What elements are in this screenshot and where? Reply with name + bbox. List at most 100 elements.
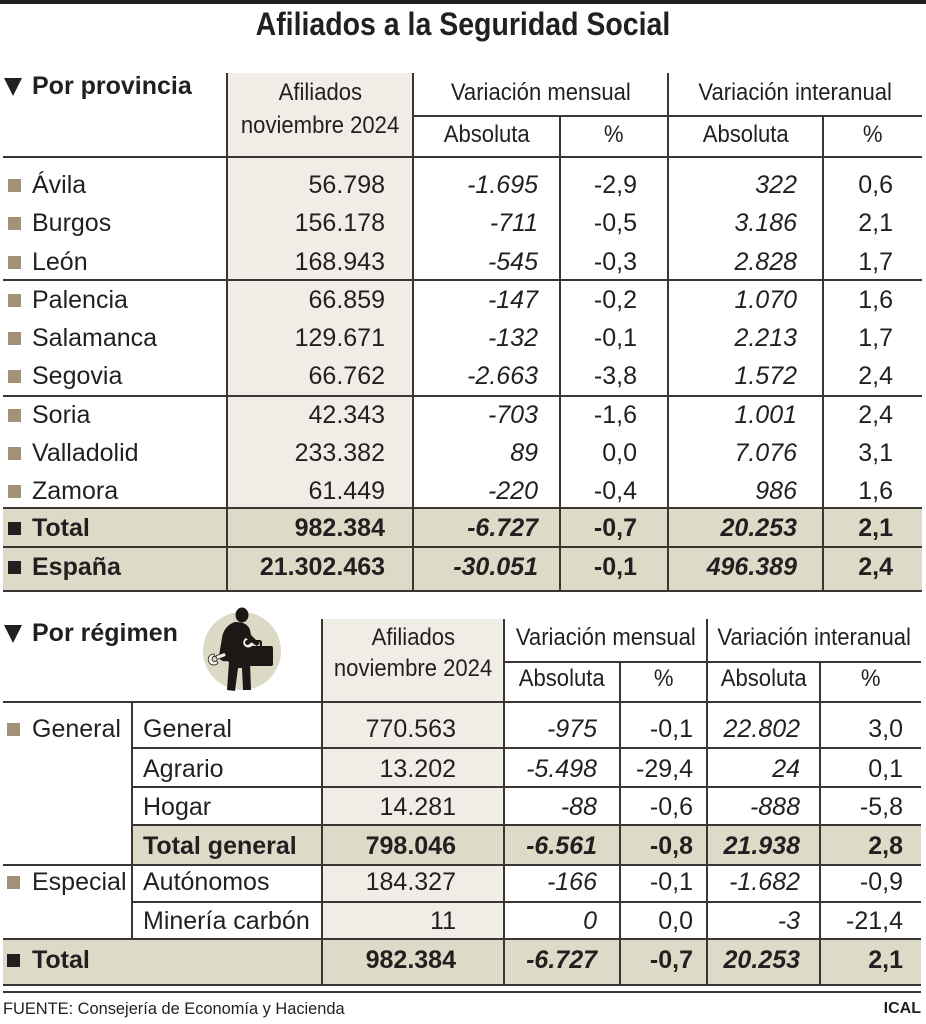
interanual-abs-value: 1.001 bbox=[734, 401, 797, 429]
interanual-pct-value: 2,4 bbox=[858, 362, 893, 390]
bullet-square-icon bbox=[8, 485, 21, 498]
province-label: Soria bbox=[32, 401, 91, 429]
mensual-pct-value: -0,1 bbox=[649, 715, 693, 743]
source-note: FUENTE: Consejería de Economía y Haciend… bbox=[3, 1000, 345, 1018]
header-interanual-absoluta: Absoluta bbox=[707, 664, 820, 694]
header-mensual-absoluta: Absoluta bbox=[504, 664, 620, 694]
row-rule bbox=[132, 747, 921, 749]
bullet-square-icon bbox=[7, 723, 20, 736]
mensual-abs-value: -6.727 bbox=[467, 514, 538, 542]
subregimen-label: Autónomos bbox=[143, 868, 270, 896]
afiliados-value: 13.202 bbox=[379, 755, 456, 783]
column-rule bbox=[706, 619, 708, 985]
interanual-abs-value: 3.186 bbox=[734, 209, 797, 237]
header-variacion-mensual-text: Variación mensual bbox=[515, 624, 696, 651]
total-label: Total bbox=[32, 946, 90, 974]
mensual-abs-value: -30.051 bbox=[453, 553, 538, 581]
interanual-abs-value: -1.682 bbox=[729, 868, 800, 896]
page-title: Afiliados a la Seguridad Social bbox=[0, 5, 926, 43]
header-rule bbox=[3, 701, 921, 703]
header-afiliados-line2: noviembre 2024 bbox=[333, 655, 493, 682]
total-rule bbox=[3, 938, 921, 940]
column-rule bbox=[559, 116, 561, 592]
afiliados-value: 42.343 bbox=[308, 401, 385, 429]
total-rows-bg bbox=[3, 508, 922, 591]
header-afiliados-line2: noviembre 2024 bbox=[240, 112, 400, 139]
mensual-abs-value: -1.695 bbox=[467, 171, 538, 199]
interanual-abs-value: 1.572 bbox=[734, 362, 797, 390]
table-bottom-rule bbox=[3, 984, 921, 986]
province-label: Salamanca bbox=[32, 324, 158, 352]
table-row: Ávila 56.798 -1.695 -2,9 322 0,6 bbox=[0, 166, 926, 204]
afiliados-value: 233.382 bbox=[294, 439, 385, 467]
group-rule bbox=[3, 279, 922, 281]
header-interanual-pct: % bbox=[820, 664, 921, 694]
mensual-abs-value: -220 bbox=[487, 477, 538, 505]
afiliados-value: 982.384 bbox=[294, 514, 385, 542]
total-row-bg bbox=[3, 939, 921, 985]
interanual-pct-value: 2,1 bbox=[858, 514, 893, 542]
mensual-abs-value: -6.727 bbox=[526, 946, 597, 974]
subregimen-label: Agrario bbox=[143, 755, 224, 783]
mensual-abs-value: -147 bbox=[487, 286, 538, 314]
header-variacion-interanual-text: Variación interanual bbox=[717, 624, 911, 651]
header-absoluta-text: Absoluta bbox=[720, 665, 807, 692]
mensual-pct-value: -0,1 bbox=[593, 324, 637, 352]
total-label: Total bbox=[32, 514, 90, 542]
column-rule bbox=[131, 702, 133, 939]
afiliados-value: 61.449 bbox=[308, 477, 385, 505]
afiliados-value: 21.302.463 bbox=[259, 553, 385, 581]
interanual-abs-value: 21.938 bbox=[723, 832, 800, 860]
worker-with-toolbox-icon bbox=[203, 607, 281, 691]
mensual-pct-value: -0,6 bbox=[649, 793, 693, 821]
interanual-pct-value: 1,6 bbox=[858, 477, 893, 505]
group-rule bbox=[3, 864, 921, 866]
mensual-abs-value: -6.561 bbox=[526, 832, 597, 860]
column-rule bbox=[822, 116, 824, 592]
header-pct-text: % bbox=[862, 121, 883, 148]
table-row: Soria 42.343 -703 -1,6 1.001 2,4 bbox=[0, 396, 926, 434]
subheader-rule bbox=[504, 661, 921, 663]
interanual-abs-value: 20.253 bbox=[720, 514, 797, 542]
interanual-abs-value: 2.828 bbox=[734, 248, 797, 276]
interanual-pct-value: 3,1 bbox=[858, 439, 893, 467]
bullet-square-icon bbox=[8, 256, 21, 269]
header-pct-text: % bbox=[860, 665, 881, 692]
row-rule bbox=[132, 901, 921, 903]
header-variacion-interanual: Variación interanual bbox=[668, 78, 922, 108]
bullet-square-icon bbox=[8, 294, 21, 307]
mensual-abs-value: -166 bbox=[546, 868, 597, 896]
header-afiliados-date: noviembre 2024 bbox=[322, 654, 504, 684]
bullet-square-icon bbox=[8, 370, 21, 383]
bullet-square-icon bbox=[7, 954, 20, 967]
header-absoluta-text: Absoluta bbox=[519, 665, 605, 692]
mensual-abs-value: -975 bbox=[546, 715, 597, 743]
header-variacion-interanual-text: Variación interanual bbox=[698, 79, 892, 106]
afiliados-column-bg bbox=[227, 73, 413, 591]
table-row: Palencia 66.859 -147 -0,2 1.070 1,6 bbox=[0, 281, 926, 319]
interanual-abs-value: 322 bbox=[755, 171, 797, 199]
bullet-square-icon bbox=[8, 447, 21, 460]
interanual-abs-value: -3 bbox=[777, 907, 800, 935]
interanual-pct-value: 2,8 bbox=[868, 832, 903, 860]
subregimen-label: General bbox=[143, 715, 232, 743]
mensual-pct-value: -0,7 bbox=[649, 946, 693, 974]
interanual-pct-value: 3,0 bbox=[868, 715, 903, 743]
table-row: Hogar 14.281 -88 -0,6 -888 -5,8 bbox=[0, 788, 926, 826]
afiliados-value: 156.178 bbox=[294, 209, 385, 237]
afiliados-value: 56.798 bbox=[308, 171, 385, 199]
interanual-abs-value: 20.253 bbox=[723, 946, 800, 974]
province-label: Valladolid bbox=[32, 439, 139, 467]
header-absoluta-text: Absoluta bbox=[443, 121, 530, 148]
table-row: Burgos 156.178 -711 -0,5 3.186 2,1 bbox=[0, 204, 926, 242]
subregimen-label: Minería carbón bbox=[143, 907, 310, 935]
interanual-abs-value: 24 bbox=[772, 755, 800, 783]
column-rule bbox=[412, 73, 414, 592]
mensual-abs-value: -545 bbox=[487, 248, 538, 276]
total-row: Total 982.384 -6.727 -0,7 20.253 2,1 bbox=[0, 509, 926, 547]
afiliados-column-bg bbox=[322, 619, 504, 985]
afiliados-value: 168.943 bbox=[294, 248, 385, 276]
mensual-pct-value: 0,0 bbox=[658, 907, 693, 935]
section-heading-regimen: Por régimen bbox=[32, 619, 178, 647]
